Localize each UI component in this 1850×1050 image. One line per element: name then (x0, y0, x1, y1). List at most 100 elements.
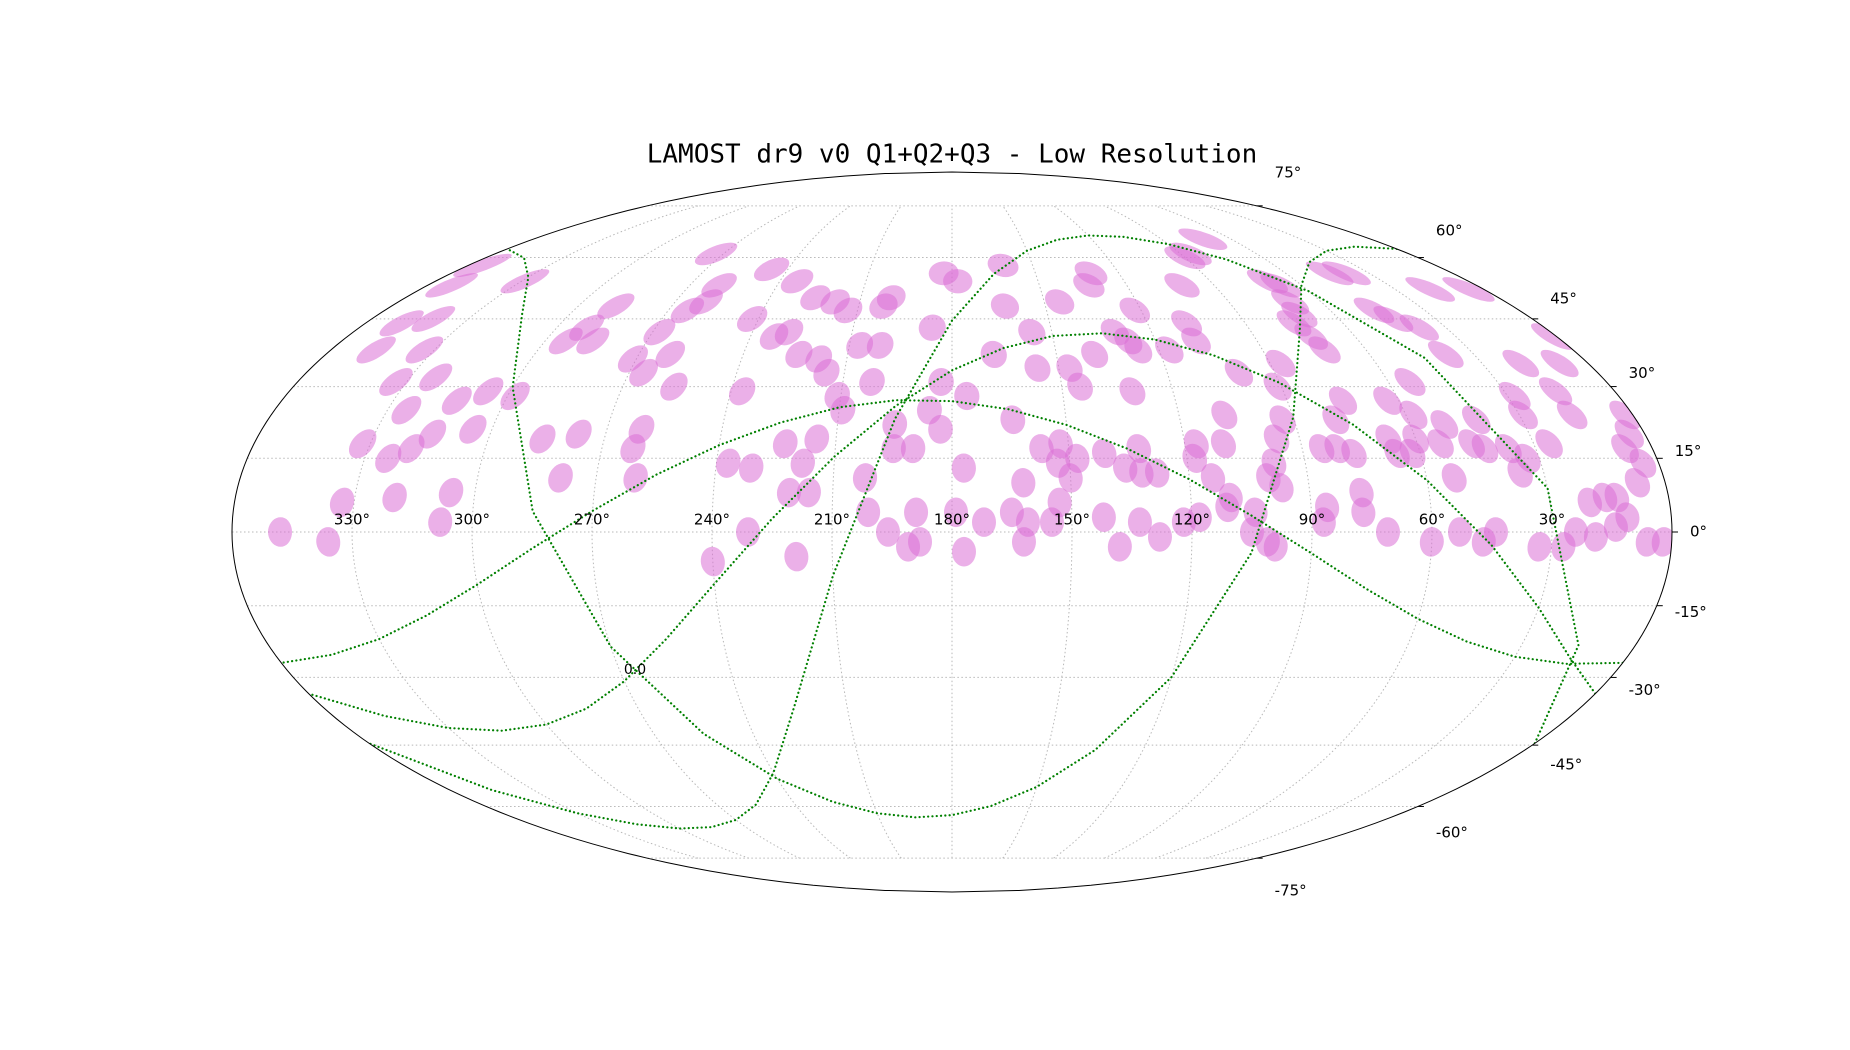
plate (1210, 429, 1236, 459)
plate (1067, 372, 1093, 401)
y-tick-label: -60° (1436, 823, 1468, 841)
plate (1508, 400, 1538, 430)
plate (1441, 463, 1467, 493)
plate (943, 269, 973, 294)
plate (1308, 336, 1341, 364)
plate (1147, 522, 1172, 552)
plate (813, 358, 840, 387)
plate (438, 477, 464, 508)
plate (876, 285, 906, 311)
plate (1065, 443, 1090, 473)
y-tick-label: 60° (1436, 222, 1463, 240)
grid-line (591, 205, 800, 859)
plate (971, 507, 996, 537)
x-tick-label: 270° (574, 511, 610, 529)
plate (1281, 301, 1318, 328)
plate (824, 381, 850, 411)
plate (382, 482, 407, 513)
plate (1305, 261, 1354, 286)
plate (1119, 377, 1146, 406)
plate (391, 395, 422, 425)
x-tick-label: 180° (934, 511, 970, 529)
plate (655, 340, 686, 369)
plates (268, 228, 1672, 577)
plate (1629, 448, 1657, 478)
plate (1376, 517, 1400, 547)
plate (990, 293, 1020, 319)
plate (1442, 277, 1495, 302)
plate (1328, 386, 1358, 415)
plate (1000, 405, 1026, 435)
plate (316, 527, 341, 557)
plate (980, 340, 1007, 369)
plate (1430, 410, 1459, 439)
coordinate-curve (280, 399, 1624, 665)
x-tick-label: 30° (1539, 511, 1566, 529)
plate (1603, 512, 1628, 542)
plate (943, 497, 969, 528)
plate (1045, 289, 1075, 315)
tick-labels: 75° 60° 45° 30° 15° 0° -15° -30° -45° -60° -75° 330… (334, 163, 1707, 899)
plate (1651, 527, 1672, 557)
plate (1183, 429, 1209, 459)
plate (628, 414, 655, 444)
plate (565, 419, 592, 449)
plate (987, 253, 1019, 278)
plate (1614, 419, 1644, 449)
plate (1015, 507, 1040, 537)
plate (1261, 448, 1287, 478)
plate (268, 517, 292, 547)
grid-line (1205, 205, 1553, 859)
y-tick-label: 45° (1550, 290, 1577, 308)
plate (1187, 502, 1212, 532)
plate (1263, 532, 1288, 562)
plate (1321, 261, 1371, 286)
plate (918, 314, 946, 341)
plate (1124, 336, 1153, 364)
y-tick-label: -15° (1675, 603, 1707, 621)
plate (1405, 277, 1456, 302)
plate (411, 306, 456, 332)
plate (473, 377, 504, 406)
plate (866, 331, 894, 359)
plate (833, 297, 863, 324)
plate (1164, 273, 1200, 298)
plate (529, 424, 556, 454)
plate (1349, 477, 1374, 508)
plate (736, 517, 760, 547)
x-tick-label: 210° (814, 511, 850, 529)
plate (1609, 400, 1641, 430)
y-tick-label: -45° (1550, 755, 1582, 773)
plate (1402, 424, 1429, 454)
plate (1399, 400, 1428, 430)
plate (753, 257, 790, 282)
grid-line (831, 205, 902, 859)
plate (1269, 472, 1294, 503)
plate (1448, 517, 1472, 547)
plate (859, 368, 885, 396)
plate (1011, 468, 1036, 498)
plate (1514, 443, 1541, 473)
plate (1126, 434, 1152, 464)
plate (617, 345, 648, 373)
plate (1218, 482, 1243, 513)
plate (1029, 434, 1054, 464)
plate (569, 314, 605, 341)
plate (928, 414, 953, 444)
plate (1394, 368, 1426, 396)
y-tick-label: -30° (1629, 681, 1661, 699)
plate (418, 419, 447, 449)
plate (1024, 354, 1051, 382)
plate (1564, 517, 1588, 547)
plate (453, 253, 512, 278)
plate (796, 477, 821, 508)
plate (397, 434, 425, 464)
y-tick-label: -75° (1275, 882, 1307, 900)
plate (1178, 228, 1228, 250)
plate (356, 336, 396, 364)
plate (379, 368, 413, 396)
plate (1471, 434, 1499, 464)
plate (1373, 386, 1403, 415)
plate (500, 269, 550, 294)
plate (623, 463, 648, 493)
